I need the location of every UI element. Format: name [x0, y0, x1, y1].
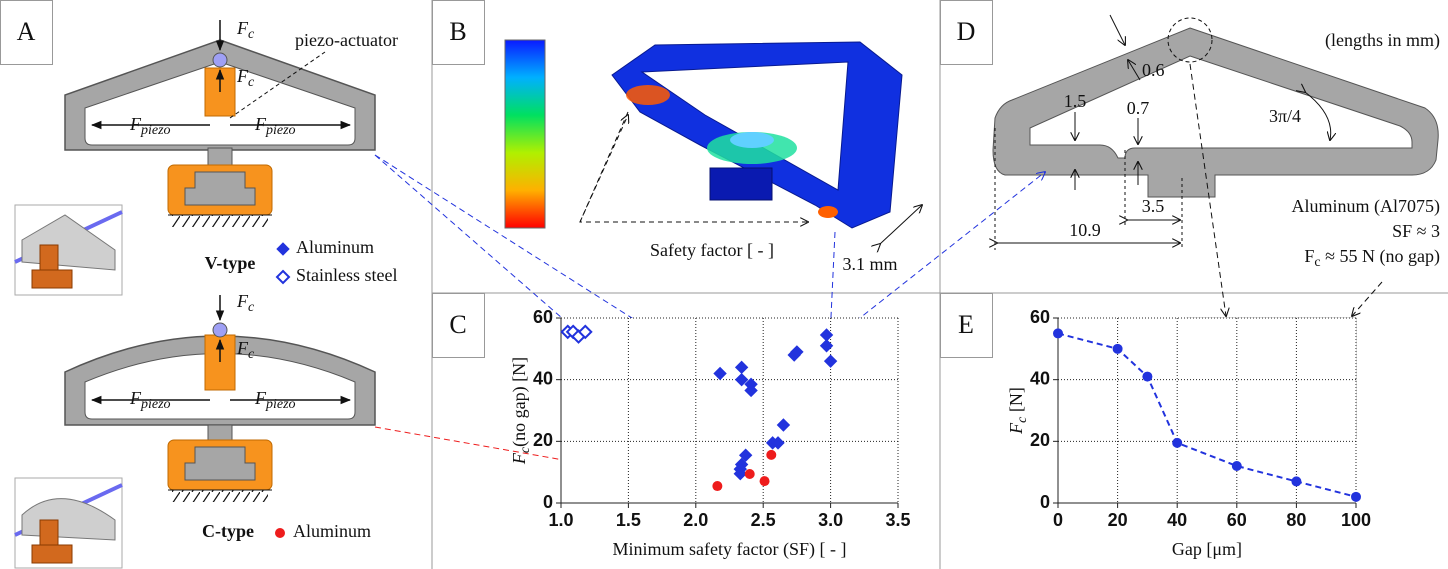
x-axis-title: Gap [μm]	[1172, 539, 1242, 559]
dimension: 1.5	[1064, 91, 1087, 111]
legend-marker	[276, 242, 290, 256]
dimension: 10.9	[1069, 220, 1101, 240]
axis-title-sub: c	[518, 446, 533, 453]
x-tick-label: 3.0	[818, 510, 843, 530]
c-type-drawing	[64, 295, 376, 502]
y-tick-label: 60	[1030, 307, 1050, 327]
charts: 1.0 1.5 2.0 2.5 3.0 3.5 0 20 40 60 Minimum safety …	[275, 237, 1371, 560]
x-tick-label: 1.0	[548, 510, 573, 530]
dimension: 0.6	[1142, 60, 1165, 80]
panel-label: A	[17, 17, 36, 46]
force-label: Fc	[236, 338, 255, 362]
point	[823, 354, 838, 368]
point	[1112, 343, 1123, 354]
point	[1172, 437, 1183, 448]
dimension: 0.7	[1127, 98, 1150, 118]
legend-marker	[275, 528, 285, 538]
axis-title: Fc(no gap) [N]	[509, 357, 533, 465]
point	[819, 339, 834, 353]
y-tick-label: 40	[1030, 368, 1050, 388]
y-tick-label: 20	[533, 430, 553, 450]
piezo-label: piezo-actuator	[295, 30, 398, 50]
point	[733, 467, 747, 481]
point	[744, 383, 758, 398]
point	[734, 372, 749, 387]
point	[1291, 476, 1302, 487]
point	[1053, 328, 1063, 339]
force-note: Fc ≈ 55 N (no gap)	[1304, 246, 1440, 270]
x-tick-label: 40	[1167, 510, 1187, 530]
dimension: 3π/4	[1269, 106, 1301, 126]
legend-marker	[275, 269, 291, 285]
panel-label: D	[957, 17, 976, 46]
legend-label: Aluminum	[293, 521, 371, 541]
point	[1142, 371, 1153, 382]
x-tick-label: 3.5	[885, 510, 910, 530]
x-tick-label: 80	[1286, 510, 1306, 530]
v-type-drawing	[64, 20, 376, 227]
point	[744, 469, 755, 480]
render-thumbnail	[14, 204, 123, 569]
axis-title-main: F	[509, 452, 529, 465]
x-tick-label: 1.5	[616, 510, 641, 530]
panel-label: B	[449, 17, 466, 46]
piezo-force-label: Fpiezo	[254, 114, 296, 138]
force-label: Fc	[236, 291, 255, 315]
panel-label: C	[449, 310, 466, 339]
dimension-lines	[579, 111, 922, 244]
point	[790, 345, 804, 359]
dimension: 3.5	[1142, 196, 1165, 216]
y-tick-label: 60	[533, 307, 553, 327]
x-tick-label: 2.5	[751, 510, 776, 530]
colorbar	[504, 39, 546, 229]
x-tick-label: 20	[1108, 510, 1128, 530]
point	[577, 324, 593, 340]
type-label: V-type	[205, 253, 256, 273]
piezo-force-label: Fpiezo	[254, 388, 296, 412]
axis-title-sub: c	[1015, 416, 1030, 423]
dimension: 3.1 mm	[842, 254, 897, 274]
point	[776, 418, 791, 432]
x-axis-title: Minimum safety factor (SF) [ - ]	[613, 539, 847, 560]
piezo-force-label: Fpiezo	[129, 388, 171, 412]
point	[1231, 461, 1242, 471]
legend-label: Aluminum	[296, 237, 374, 257]
point	[766, 449, 777, 460]
point	[1351, 491, 1361, 502]
point	[771, 436, 785, 450]
type-label: C-type	[202, 521, 254, 541]
x-tick-label: 100	[1341, 510, 1371, 530]
panel-label: E	[958, 310, 974, 339]
x-tick-label: 0	[1053, 510, 1063, 530]
force-label: Fc	[236, 66, 255, 90]
safety: SF ≈ 3	[1392, 221, 1440, 241]
legend-label: Stainless steel	[296, 265, 398, 285]
x-tick-label: 60	[1227, 510, 1247, 530]
point	[738, 448, 753, 462]
y-tick-label: 0	[1040, 492, 1050, 512]
axis-title: Fc [N]	[1006, 387, 1030, 435]
force-label: Fc	[236, 18, 255, 42]
point	[759, 476, 770, 487]
y-tick-label: 20	[1030, 430, 1050, 450]
y-tick-label: 40	[533, 368, 553, 388]
material: Aluminum (Al7075)	[1292, 196, 1441, 217]
plot-area	[1058, 318, 1356, 503]
axis-title-rest: (no gap) [N]	[509, 357, 530, 447]
note: (lengths in mm)	[1325, 30, 1440, 51]
point	[712, 481, 723, 492]
axis-title-rest: [N]	[1006, 387, 1026, 417]
fea-render	[611, 41, 903, 229]
x-tick-label: 2.0	[683, 510, 708, 530]
piezo-force-label: Fpiezo	[129, 114, 171, 138]
point	[819, 328, 834, 342]
axis-title-main: F	[1006, 422, 1026, 435]
caption: Safety factor [ - ]	[650, 240, 774, 260]
y-tick-label: 0	[543, 492, 553, 512]
point	[713, 366, 727, 381]
plot-area	[561, 318, 898, 503]
profile-drawing	[993, 14, 1439, 250]
